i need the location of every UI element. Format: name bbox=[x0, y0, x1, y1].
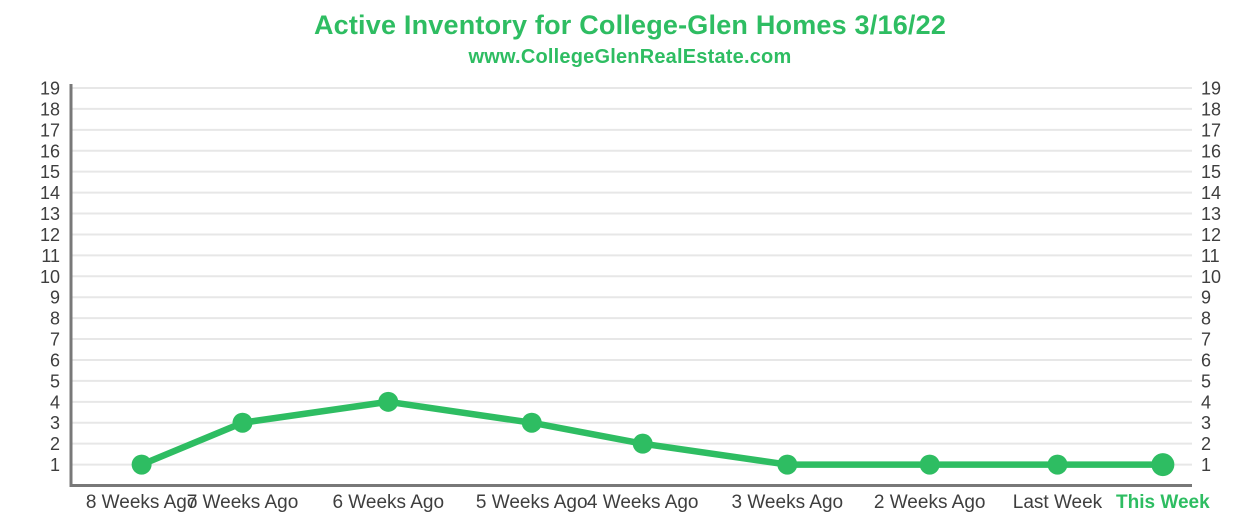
y-axis-tick-label-left: 4 bbox=[50, 392, 60, 412]
y-axis-tick-label-right: 19 bbox=[1201, 79, 1221, 99]
y-axis-tick-label-right: 1 bbox=[1201, 455, 1211, 475]
y-axis-tick-label-left: 18 bbox=[40, 99, 60, 119]
y-axis-tick-label-left: 2 bbox=[50, 434, 60, 454]
y-axis-tick-label-right: 18 bbox=[1201, 99, 1221, 119]
x-axis-label: 2 Weeks Ago bbox=[874, 492, 986, 513]
y-axis-tick-label-right: 6 bbox=[1201, 350, 1211, 370]
y-axis-tick-label-right: 13 bbox=[1201, 204, 1221, 224]
data-point bbox=[919, 454, 940, 475]
data-point bbox=[232, 412, 253, 433]
data-point bbox=[1047, 454, 1068, 475]
y-axis-tick-label-left: 13 bbox=[40, 204, 60, 224]
y-axis-tick-label-left: 14 bbox=[40, 183, 60, 203]
y-axis-tick-label-left: 8 bbox=[50, 309, 60, 329]
x-axis-label: 8 Weeks Ago bbox=[86, 492, 198, 513]
x-axis-label: 3 Weeks Ago bbox=[732, 492, 844, 513]
data-point bbox=[632, 433, 653, 454]
x-axis-label-highlighted: This Week bbox=[1116, 492, 1210, 513]
data-point bbox=[777, 454, 798, 475]
y-axis-tick-label-right: 8 bbox=[1201, 309, 1211, 329]
x-axis-label: 7 Weeks Ago bbox=[187, 492, 299, 513]
y-axis-tick-label-left: 19 bbox=[40, 79, 60, 99]
y-axis-tick-label-right: 10 bbox=[1201, 267, 1221, 287]
y-axis-tick-label-left: 9 bbox=[50, 288, 60, 308]
y-axis-tick-label-right: 16 bbox=[1201, 141, 1221, 161]
y-axis-tick-label-right: 7 bbox=[1201, 330, 1211, 350]
chart-subtitle-url: www.CollegeGlenRealEstate.com bbox=[468, 46, 792, 68]
data-point bbox=[1151, 453, 1175, 477]
inventory-series-line bbox=[138, 398, 1167, 468]
y-axis-tick-label-right: 2 bbox=[1201, 434, 1211, 454]
y-axis-tick-label-right: 9 bbox=[1201, 288, 1211, 308]
x-axis-label: 5 Weeks Ago bbox=[476, 492, 588, 513]
data-point bbox=[378, 391, 399, 412]
y-axis-tick-label-left: 7 bbox=[50, 330, 60, 350]
y-axis-tick-label-left: 17 bbox=[40, 120, 60, 140]
y-axis-tick-label-right: 11 bbox=[1201, 246, 1220, 266]
y-axis-tick-label-left: 12 bbox=[40, 225, 60, 245]
y-axis-tick-label-left: 15 bbox=[40, 162, 60, 182]
y-axis-tick-label-left: 6 bbox=[50, 350, 60, 370]
x-axis-label: 6 Weeks Ago bbox=[332, 492, 444, 513]
y-axis-tick-label-right: 17 bbox=[1201, 120, 1221, 140]
data-point bbox=[131, 454, 152, 475]
x-axis-label: 4 Weeks Ago bbox=[587, 492, 699, 513]
y-axis-tick-label-left: 3 bbox=[50, 413, 60, 433]
y-axis-tick-label-left: 16 bbox=[40, 141, 60, 161]
data-point bbox=[521, 412, 542, 433]
y-axis-tick-label-left: 5 bbox=[50, 371, 60, 391]
y-axis-tick-label-right: 14 bbox=[1201, 183, 1221, 203]
x-axis-label: Last Week bbox=[1013, 492, 1103, 513]
y-axis-tick-label-right: 3 bbox=[1201, 413, 1211, 433]
y-axis-tick-label-right: 5 bbox=[1201, 371, 1211, 391]
y-axis-tick-label-right: 15 bbox=[1201, 162, 1221, 182]
y-axis-tick-label-left: 1 bbox=[50, 455, 60, 475]
y-axis-tick-label-right: 4 bbox=[1201, 392, 1211, 412]
y-axis-tick-label-right: 12 bbox=[1201, 225, 1221, 245]
y-axis-tick-label-left: 10 bbox=[40, 267, 60, 287]
y-axis-tick-label-left: 11 bbox=[41, 246, 60, 266]
chart-title: Active Inventory for College-Glen Homes … bbox=[313, 10, 947, 40]
